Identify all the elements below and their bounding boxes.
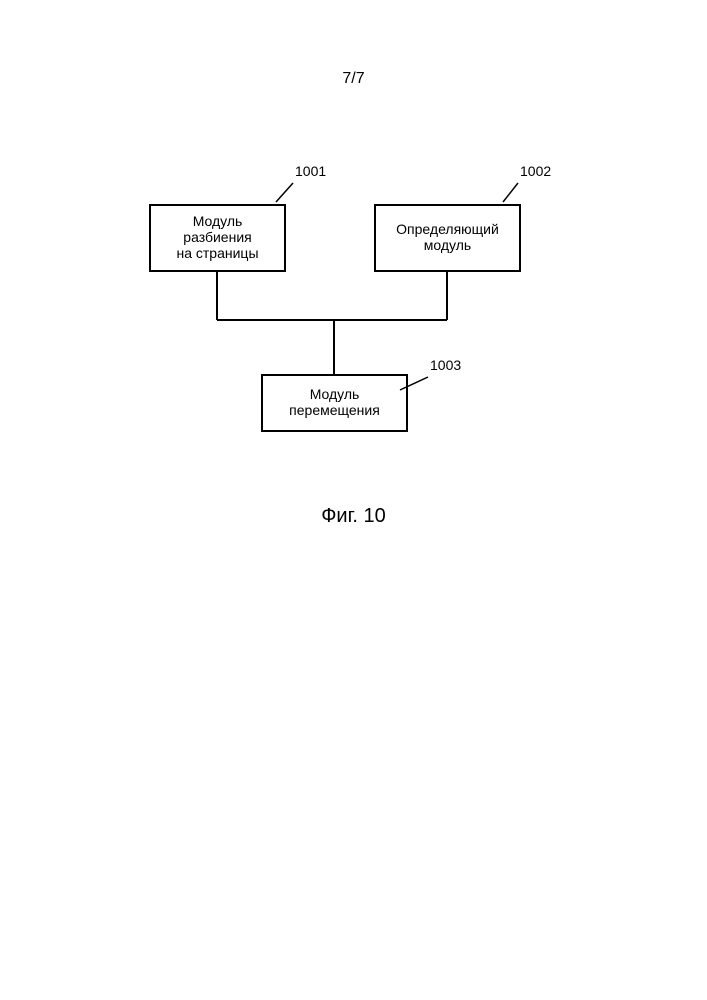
leader-line-n2 (503, 183, 518, 202)
page: 7/7 Модульразбиенияна страницы1001Опреде… (0, 0, 707, 1000)
node-label-n1: Модульразбиенияна страницы (176, 213, 258, 261)
leader-line-n1 (276, 183, 293, 202)
ref-label-n1: 1001 (295, 163, 326, 179)
node-label-n2: Определяющиймодуль (396, 221, 499, 253)
leader-line-n3 (400, 377, 428, 390)
ref-label-n2: 1002 (520, 163, 551, 179)
figure-caption: Фиг. 10 (0, 505, 707, 528)
ref-label-n3: 1003 (430, 357, 461, 373)
node-label-n3: Модульперемещения (289, 386, 380, 418)
